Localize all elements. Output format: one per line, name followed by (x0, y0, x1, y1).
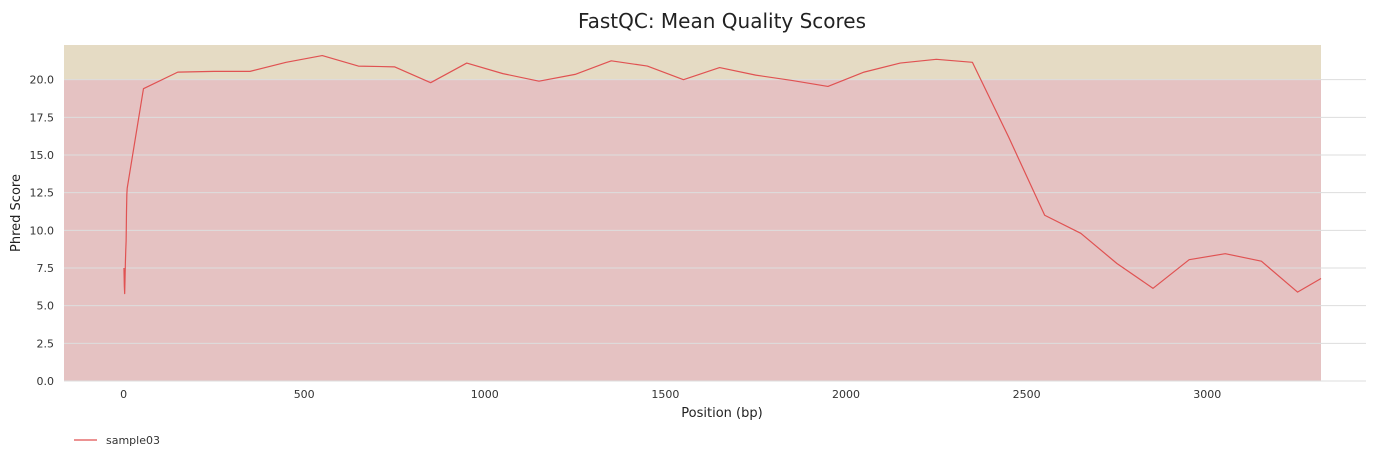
x-tick-label: 3000 (1193, 388, 1221, 401)
y-tick-label: 20.0 (30, 74, 55, 87)
y-axis-title: Phred Score (9, 174, 24, 252)
y-axis-ticks: 0.0 2.5 5.0 7.5 10.0 12.5 15.0 17.5 20.0 (30, 74, 55, 388)
y-tick-label: 10.0 (30, 224, 55, 237)
x-tick-label: 1500 (651, 388, 679, 401)
y-tick-label: 15.0 (30, 149, 55, 162)
legend: sample03 (74, 434, 160, 447)
y-tick-label: 7.5 (37, 262, 55, 275)
y-tick-label: 17.5 (30, 111, 55, 124)
legend-label: sample03 (106, 434, 160, 447)
series-layer (123, 54, 1322, 295)
y-tick-label: 2.5 (37, 337, 55, 350)
x-tick-label: 2000 (832, 388, 860, 401)
x-tick-label: 0 (120, 388, 127, 401)
x-tick-label: 1000 (471, 388, 499, 401)
x-axis-ticks: 0 500 1000 1500 2000 2500 3000 (120, 388, 1221, 401)
y-tick-label: 12.5 (30, 187, 55, 200)
y-tick-label: 5.0 (37, 300, 55, 313)
x-axis-title: Position (bp) (681, 406, 762, 421)
x-tick-label: 2500 (1013, 388, 1041, 401)
chart-title: FastQC: Mean Quality Scores (578, 9, 866, 33)
x-tick-label: 500 (294, 388, 315, 401)
series-line-sample03 (123, 54, 1322, 295)
quality-band-1 (64, 45, 1321, 80)
grid-lines (64, 79, 1366, 382)
y-tick-label: 0.0 (37, 375, 55, 388)
quality-bands (64, 45, 1321, 381)
